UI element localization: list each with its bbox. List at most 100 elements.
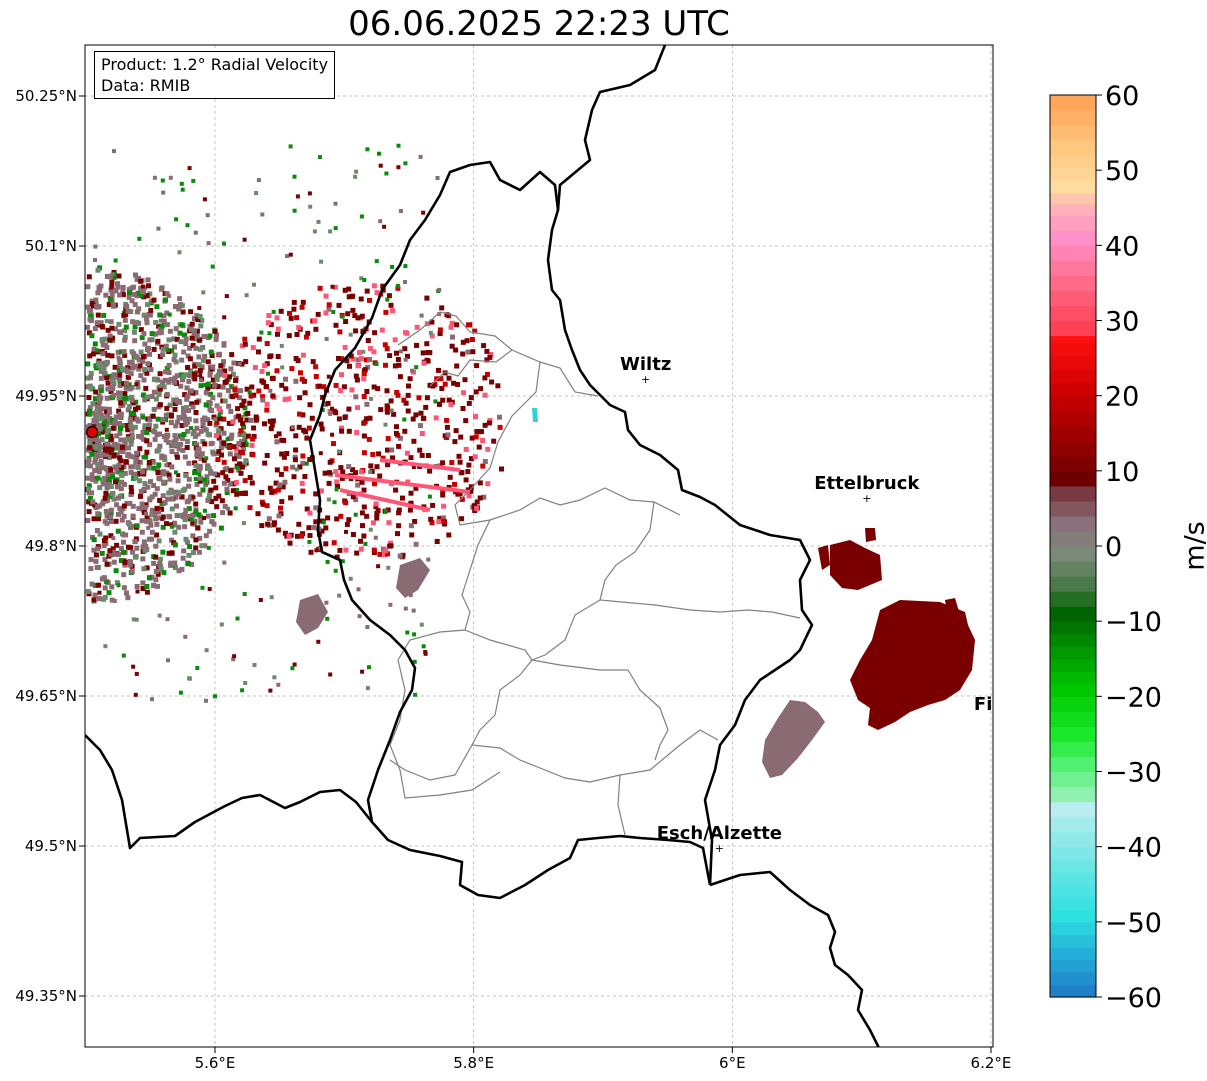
echo-pixel — [116, 583, 121, 588]
echo-pixel — [353, 512, 358, 517]
echo-pixel — [133, 272, 138, 278]
echo-pixel — [99, 337, 105, 343]
echo-pixel — [93, 389, 99, 395]
echo-pixel — [148, 522, 154, 528]
echo-pixel — [164, 427, 169, 432]
echo-pixel — [183, 507, 189, 513]
echo-pixel — [438, 376, 444, 382]
echo-pixel — [197, 535, 203, 541]
echo-pixel — [172, 489, 178, 495]
echo-pixel — [413, 541, 419, 547]
echo-pixel — [108, 507, 114, 513]
echo-pixel — [86, 457, 92, 463]
echo-pixel — [449, 343, 455, 349]
echo-pixel — [305, 330, 311, 336]
echo-pixel — [157, 497, 163, 503]
echo-pixel — [129, 434, 135, 440]
echo-pixel — [468, 484, 474, 490]
echo-pixel — [105, 417, 111, 423]
border-luxembourg-germany — [709, 870, 880, 1047]
echo-pixel — [108, 514, 114, 520]
echo-pixel — [235, 465, 240, 470]
echo-pixel — [172, 344, 177, 350]
echo-pixel — [154, 467, 160, 473]
echo-pixel — [423, 651, 428, 656]
echo-pixel — [154, 505, 160, 511]
echo-pixel — [353, 394, 359, 400]
echo-pixel — [167, 514, 173, 520]
echo-pixel — [339, 372, 344, 378]
echo-pixel — [154, 432, 160, 438]
echo-pixel — [95, 348, 100, 353]
echo-pixel — [196, 512, 202, 518]
echo-pixel — [89, 451, 95, 457]
echo-pixel — [99, 451, 105, 457]
echo-pixel — [87, 463, 93, 469]
echo-pixel — [181, 432, 187, 437]
echo-pixel — [378, 219, 383, 224]
echo-pixel — [228, 409, 234, 414]
echo-pixel — [234, 487, 239, 493]
echo-pixel — [334, 487, 339, 492]
echo-pixel — [128, 309, 134, 315]
echo-pixel — [270, 393, 276, 399]
echo-pixel — [86, 395, 92, 400]
echo-pixel — [138, 373, 144, 379]
echo-pixel — [440, 489, 446, 495]
canton-boundary — [511, 349, 599, 397]
echo-pixel — [342, 415, 348, 420]
echo-pixel — [154, 532, 160, 538]
echo-pixel — [118, 558, 124, 563]
echo-pixel — [236, 441, 242, 446]
echo-pixel — [202, 383, 207, 387]
echo-pixel — [203, 482, 209, 488]
echo-pixel — [268, 688, 273, 693]
echo-pixel — [222, 373, 228, 379]
echo-pixel — [482, 459, 488, 464]
echo-pixel — [101, 425, 107, 431]
echo-pixel — [405, 630, 410, 635]
echo-pixel — [166, 472, 172, 478]
echo-pixel — [190, 342, 196, 348]
echo-pixel — [179, 566, 185, 572]
echo-pixel — [331, 540, 337, 546]
echo-pixel — [171, 397, 177, 403]
echo-pixel — [429, 319, 435, 325]
echo-pixel — [196, 337, 202, 343]
echo-pixel — [190, 521, 195, 526]
canton-boundary — [397, 519, 491, 661]
echo-pixel — [370, 452, 376, 457]
echo-pixel — [403, 400, 409, 406]
echo-pixel — [199, 364, 205, 370]
echo-pixel — [93, 244, 98, 249]
echo-pixel — [157, 312, 163, 318]
echo-pixel — [208, 441, 214, 447]
echo-pixel — [135, 290, 141, 296]
echo-pixel — [353, 470, 358, 476]
echo-pixel — [140, 469, 146, 475]
echo-pixel — [112, 275, 117, 280]
echo-pixel — [149, 394, 155, 399]
echo-pixel — [149, 507, 154, 512]
echo-pixel — [129, 432, 135, 438]
echo-pixel — [313, 519, 319, 525]
echo-pixel — [188, 388, 194, 394]
echo-pixel — [311, 525, 317, 531]
echo-pixel — [110, 474, 116, 480]
echo-pixel — [263, 384, 269, 390]
echo-pixel — [280, 365, 285, 370]
echo-pixel — [459, 496, 465, 502]
echo-pixel — [348, 576, 353, 581]
echo-pixel — [236, 413, 241, 419]
echo-pixel — [345, 311, 351, 317]
echo-pixel — [276, 431, 282, 437]
echo-pixel — [168, 487, 174, 493]
echo-pixel — [238, 417, 243, 423]
echo-pixel — [173, 470, 178, 475]
echo-pixel — [416, 395, 422, 401]
echo-pixel — [216, 406, 222, 412]
echo-pixel — [147, 351, 152, 357]
echo-pixel — [169, 550, 175, 556]
echo-pixel — [158, 326, 164, 332]
echo-pixel — [221, 359, 226, 365]
